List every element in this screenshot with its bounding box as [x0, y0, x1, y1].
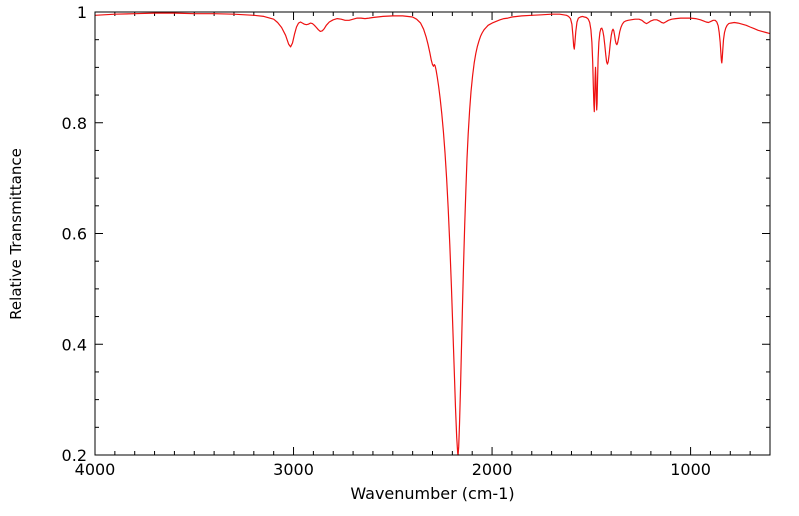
plot-frame	[94, 11, 771, 456]
y-tick-label: 0.8	[62, 114, 87, 133]
y-axis-label-container: Relative Transmittance	[0, 12, 32, 455]
x-tick-label: 2000	[472, 460, 513, 479]
x-tick-label: 1000	[670, 460, 711, 479]
x-tick-label: 3000	[273, 460, 314, 479]
axis-ticks	[94, 11, 770, 456]
y-tick-label: 1	[77, 3, 87, 22]
x-axis-label: Wavenumber (cm-1)	[350, 484, 515, 503]
y-tick-label: 0.4	[62, 335, 87, 354]
x-tick-label: 4000	[75, 460, 116, 479]
y-tick-label: 0.6	[62, 225, 87, 244]
spectrum-line	[95, 12, 770, 456]
y-tick-label: 0.2	[62, 446, 87, 465]
y-axis-label: Relative Transmittance	[7, 147, 25, 320]
